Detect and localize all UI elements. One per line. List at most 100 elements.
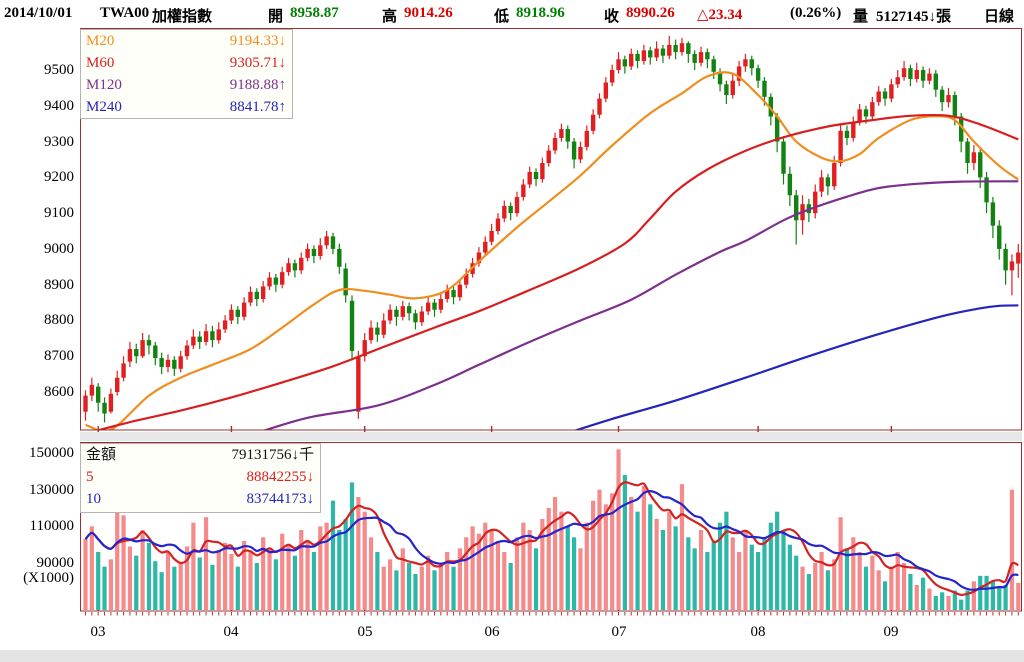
volume-bar (921, 577, 926, 610)
volume-bar (330, 500, 336, 610)
volume-bar (248, 552, 253, 610)
volume-axis-label: 130000 (29, 482, 74, 498)
candle-body (146, 340, 152, 346)
candle-body (197, 336, 202, 342)
volume-bar (927, 588, 932, 610)
volume-bar (901, 563, 907, 610)
close-label: 收 (604, 9, 620, 25)
candle-body (578, 146, 583, 160)
volume-bar (978, 575, 983, 610)
candle-body (368, 327, 374, 341)
candle-body (267, 277, 272, 287)
volume-bar (679, 484, 685, 610)
volume-bar (349, 482, 355, 610)
volume-bar (889, 566, 894, 610)
candle-body (743, 59, 748, 67)
amount-value: 79131756 (231, 447, 292, 463)
price-axis-label: 9200 (44, 169, 74, 185)
candle-body (927, 73, 932, 81)
volume-bar (172, 566, 177, 610)
ma20-value: 9194.33 (229, 33, 279, 49)
volume-bar (184, 546, 190, 610)
candle-body (717, 71, 723, 85)
candle-body (387, 309, 393, 321)
candle-body (882, 91, 888, 99)
candle-body (381, 320, 386, 335)
volume-bar (400, 548, 405, 610)
volume-bar (863, 566, 869, 610)
volume-bar (559, 511, 564, 610)
candle-body (540, 163, 545, 180)
candle-body (248, 291, 253, 303)
volume-legend-row: 5 88842255↓ (81, 466, 320, 488)
candle-body (127, 349, 133, 362)
volume-ma10-line (84, 489, 1019, 591)
candle-body (134, 349, 139, 357)
low-label: 低 (494, 9, 510, 25)
volume-bar (502, 552, 507, 610)
volume-bar (622, 475, 627, 610)
volume-bar (108, 559, 113, 610)
candle-body (324, 236, 329, 246)
volume-bar (134, 555, 139, 610)
volume-bar (597, 489, 602, 610)
volume-bar (959, 599, 964, 610)
candle-body (406, 306, 412, 314)
candle-body (673, 44, 678, 53)
volume-bar (698, 530, 704, 610)
candle-body (774, 116, 780, 142)
candle-body (95, 386, 101, 403)
volume-bar (794, 555, 799, 610)
candle-body (330, 236, 336, 249)
candle-body (83, 395, 88, 412)
candle-body (901, 68, 907, 78)
month-label: 06 (484, 624, 500, 640)
volume-bar (432, 570, 437, 610)
candle-body (1003, 248, 1008, 271)
volume-bar (984, 575, 989, 610)
candle-body (857, 109, 862, 122)
ma20-line (85, 71, 1019, 430)
volume-bar (407, 563, 412, 610)
candle-body (280, 272, 285, 285)
volume-bar (457, 548, 462, 610)
volume-bar (178, 563, 183, 610)
volume-bar (546, 508, 551, 610)
candle-body (375, 327, 380, 335)
candle-body (939, 89, 945, 103)
volume-bar (324, 522, 329, 610)
volume-bar (292, 555, 298, 610)
volume-bar (819, 552, 824, 610)
ma240-value: 8841.78 (229, 99, 279, 115)
quote-header: 2014/10/01 TWA00 加權指數 開 8958.87 高 9014.2… (0, 0, 1024, 27)
volume-bar (730, 537, 735, 610)
candle-body (273, 277, 279, 285)
candle-body (660, 48, 666, 56)
volume-bar (305, 541, 310, 610)
volume-bar (210, 564, 215, 610)
volume-bar (895, 552, 900, 610)
candle-body (635, 53, 640, 62)
candle-body (178, 356, 183, 369)
candle-body (400, 306, 405, 317)
volume-bar (191, 522, 196, 610)
price-axis-label: 8900 (44, 277, 74, 293)
ma60-value: 9305.71 (229, 55, 279, 71)
down-arrow-icon: ↓ (291, 447, 299, 463)
volume-bar (667, 511, 672, 610)
volume-ma5-line (84, 481, 1019, 597)
symbol-code: TWA00 (100, 5, 150, 21)
volume-bar (660, 530, 666, 610)
candle-body (115, 377, 120, 393)
volume-bars (83, 449, 1021, 610)
candle-body (216, 329, 221, 341)
ma60-label: M60 (86, 55, 115, 71)
candle-body (438, 298, 444, 310)
candle-body (260, 286, 266, 299)
volume-bar (495, 541, 501, 610)
candle-body (762, 80, 767, 97)
candle-body (616, 59, 621, 70)
candle-body (692, 53, 697, 63)
candle-body (832, 163, 837, 187)
